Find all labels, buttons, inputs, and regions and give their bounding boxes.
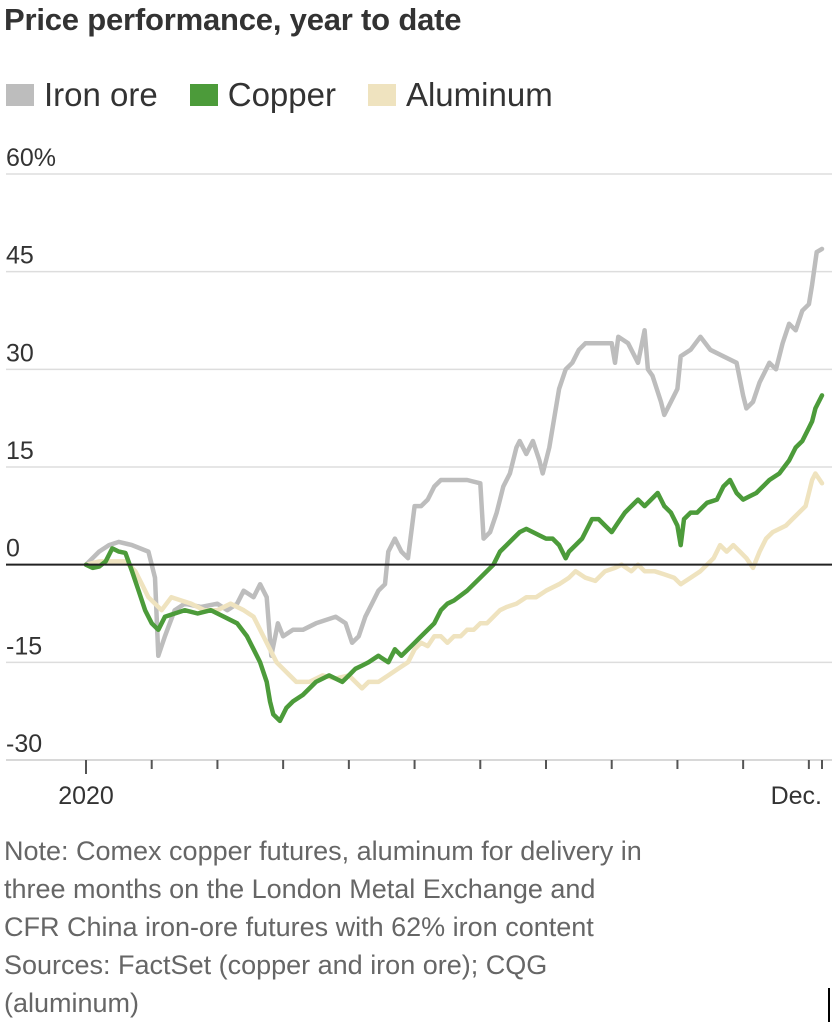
note-line: Note: Comex copper futures, aluminum for… xyxy=(4,836,642,866)
note-line: three months on the London Metal Exchang… xyxy=(4,874,596,904)
series-line-aluminum xyxy=(83,471,825,691)
series-layer xyxy=(6,246,832,724)
legend-item-iron-ore: Iron ore xyxy=(6,76,158,114)
y-tick-label: 15 xyxy=(6,437,34,465)
y-tick-label: -15 xyxy=(6,632,42,660)
x-tick-label: 2020 xyxy=(58,782,114,810)
text-cursor xyxy=(828,988,830,1022)
legend-item-aluminum: Aluminum xyxy=(367,76,553,114)
legend-label-iron-ore: Iron ore xyxy=(44,76,158,113)
x-tick-label: Dec. xyxy=(771,782,822,810)
series-line-copper xyxy=(83,393,825,724)
series-line-iron-ore xyxy=(83,246,825,659)
sources-line: Sources: FactSet (copper and iron ore); … xyxy=(4,950,548,980)
legend-label-aluminum: Aluminum xyxy=(405,76,553,113)
y-axis-labels: 60% 45 30 15 0 -15 -30 xyxy=(6,144,56,758)
line-chart: 60% 45 30 15 0 -15 -30 2020 Dec. xyxy=(6,144,832,810)
legend-item-copper: Copper xyxy=(189,76,336,114)
chart-title: Price performance, year to date xyxy=(4,2,462,37)
x-axis: 2020 Dec. xyxy=(6,759,832,810)
y-tick-label: -30 xyxy=(6,730,42,758)
y-tick-label: 60% xyxy=(6,144,56,172)
legend-swatch-iron-ore xyxy=(6,84,34,106)
chart-note: Note: Comex copper futures, aluminum for… xyxy=(4,832,834,1022)
note-line: CFR China iron-ore futures with 62% iron… xyxy=(4,912,594,942)
legend-swatch-aluminum xyxy=(367,84,396,106)
legend: Iron ore Copper Aluminum xyxy=(6,76,585,114)
grid-layer xyxy=(6,173,832,664)
legend-swatch-copper xyxy=(189,84,218,106)
y-tick-label: 30 xyxy=(6,339,34,367)
y-tick-label: 0 xyxy=(6,535,20,563)
y-tick-label: 45 xyxy=(6,242,34,270)
sources-line: (aluminum) xyxy=(4,988,140,1018)
legend-label-copper: Copper xyxy=(227,76,336,113)
